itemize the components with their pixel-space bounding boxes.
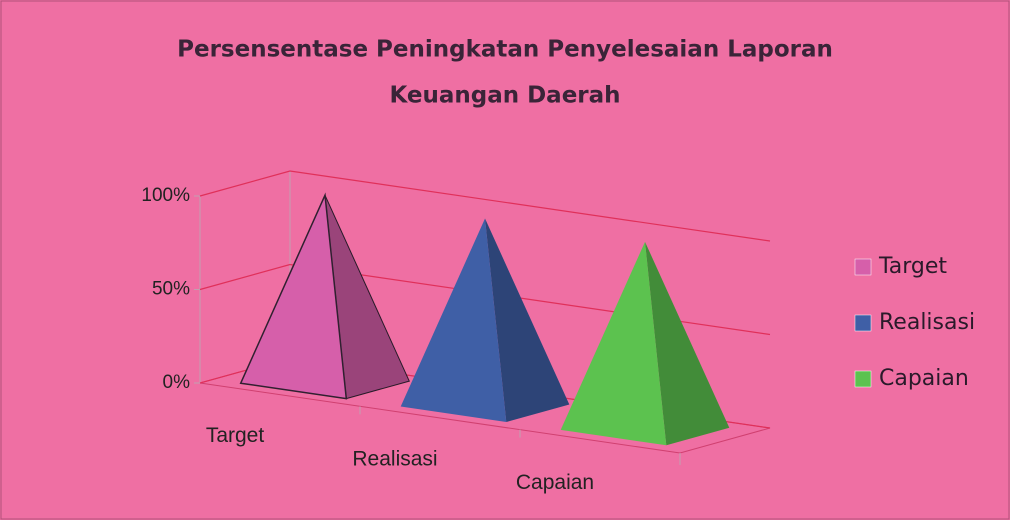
legend-label: Capaian [879,366,969,391]
pyramid-face [239,192,348,400]
pyramid-shade [645,241,730,446]
pyramid-face [645,241,730,446]
legend-swatch [854,258,872,276]
x-tick-label: Target [206,424,265,447]
pyramid-shade [325,195,410,399]
y-tick-label: 100% [141,185,190,206]
pyramid-face [400,218,507,422]
y-tick-label: 50% [152,279,190,300]
chart-title: Persensentase Peningkatan Penyelesaian L… [177,37,833,63]
grid-line [199,263,771,336]
grid-line [199,170,771,242]
legend-swatch [854,370,872,388]
y-tick-label: 0% [163,372,191,393]
x-tick-label: Capaian [516,471,594,494]
pyramid-face [560,241,667,446]
legend-label: Realisasi [879,310,975,335]
pyramid-shade [485,218,570,422]
pyramid-face [485,218,570,422]
chart-title: Keuangan Daerah [389,83,620,109]
legend-label: Target [878,254,947,279]
x-tick-label: Realisasi [352,448,437,471]
legend-swatch [854,314,872,332]
